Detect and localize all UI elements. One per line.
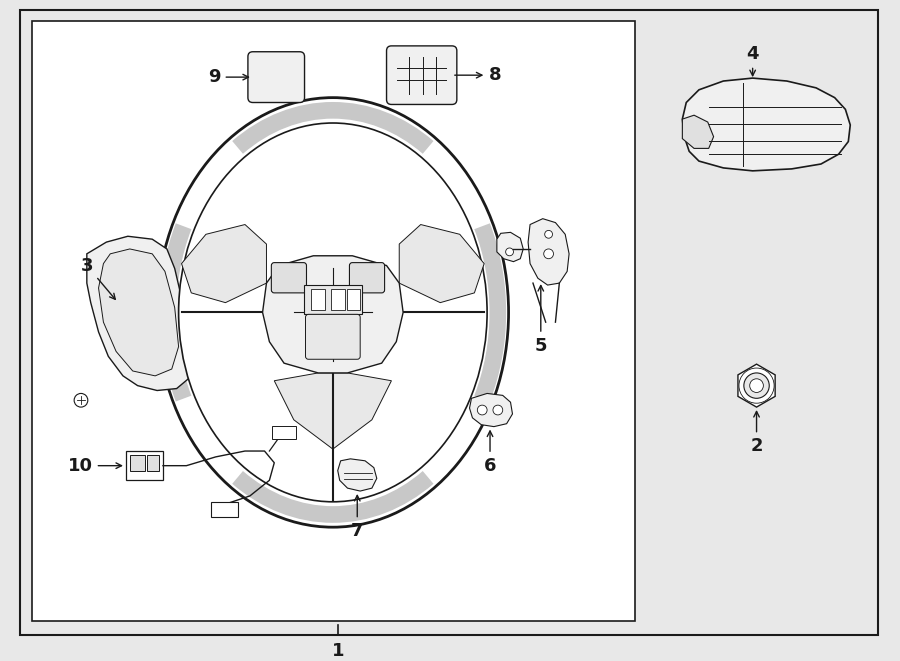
FancyBboxPatch shape bbox=[211, 502, 239, 518]
Ellipse shape bbox=[158, 98, 508, 527]
Polygon shape bbox=[98, 249, 178, 376]
Polygon shape bbox=[338, 459, 377, 491]
Circle shape bbox=[493, 405, 503, 415]
Polygon shape bbox=[274, 373, 392, 449]
FancyBboxPatch shape bbox=[386, 46, 457, 104]
Polygon shape bbox=[682, 115, 714, 148]
Polygon shape bbox=[528, 219, 569, 285]
FancyBboxPatch shape bbox=[271, 262, 307, 293]
FancyBboxPatch shape bbox=[311, 289, 325, 311]
Circle shape bbox=[74, 393, 88, 407]
FancyBboxPatch shape bbox=[148, 455, 159, 471]
Text: 4: 4 bbox=[746, 45, 759, 76]
Text: 5: 5 bbox=[535, 286, 547, 355]
Circle shape bbox=[544, 231, 553, 238]
Polygon shape bbox=[182, 225, 266, 303]
FancyBboxPatch shape bbox=[126, 451, 163, 481]
Polygon shape bbox=[738, 364, 775, 407]
Text: 10: 10 bbox=[68, 457, 122, 475]
Polygon shape bbox=[470, 393, 512, 426]
FancyBboxPatch shape bbox=[303, 285, 362, 315]
FancyBboxPatch shape bbox=[349, 262, 384, 293]
Text: 9: 9 bbox=[208, 68, 248, 86]
FancyBboxPatch shape bbox=[346, 289, 360, 311]
FancyBboxPatch shape bbox=[248, 52, 304, 102]
FancyBboxPatch shape bbox=[331, 289, 345, 311]
Polygon shape bbox=[86, 236, 194, 391]
Circle shape bbox=[477, 405, 487, 415]
Text: 7: 7 bbox=[351, 495, 364, 540]
FancyBboxPatch shape bbox=[130, 455, 146, 471]
Circle shape bbox=[750, 379, 763, 393]
Bar bbox=[32, 21, 635, 621]
Circle shape bbox=[544, 249, 554, 258]
Text: 2: 2 bbox=[751, 411, 763, 455]
Polygon shape bbox=[682, 78, 850, 171]
Polygon shape bbox=[400, 225, 484, 303]
Polygon shape bbox=[263, 256, 403, 373]
Polygon shape bbox=[497, 233, 523, 262]
Circle shape bbox=[506, 248, 514, 256]
FancyBboxPatch shape bbox=[273, 426, 296, 440]
Text: 8: 8 bbox=[454, 66, 501, 84]
Text: 3: 3 bbox=[81, 256, 115, 299]
Text: 1: 1 bbox=[331, 642, 344, 660]
Text: 6: 6 bbox=[484, 431, 496, 475]
Circle shape bbox=[744, 373, 770, 399]
Ellipse shape bbox=[178, 123, 487, 502]
FancyBboxPatch shape bbox=[305, 315, 360, 360]
